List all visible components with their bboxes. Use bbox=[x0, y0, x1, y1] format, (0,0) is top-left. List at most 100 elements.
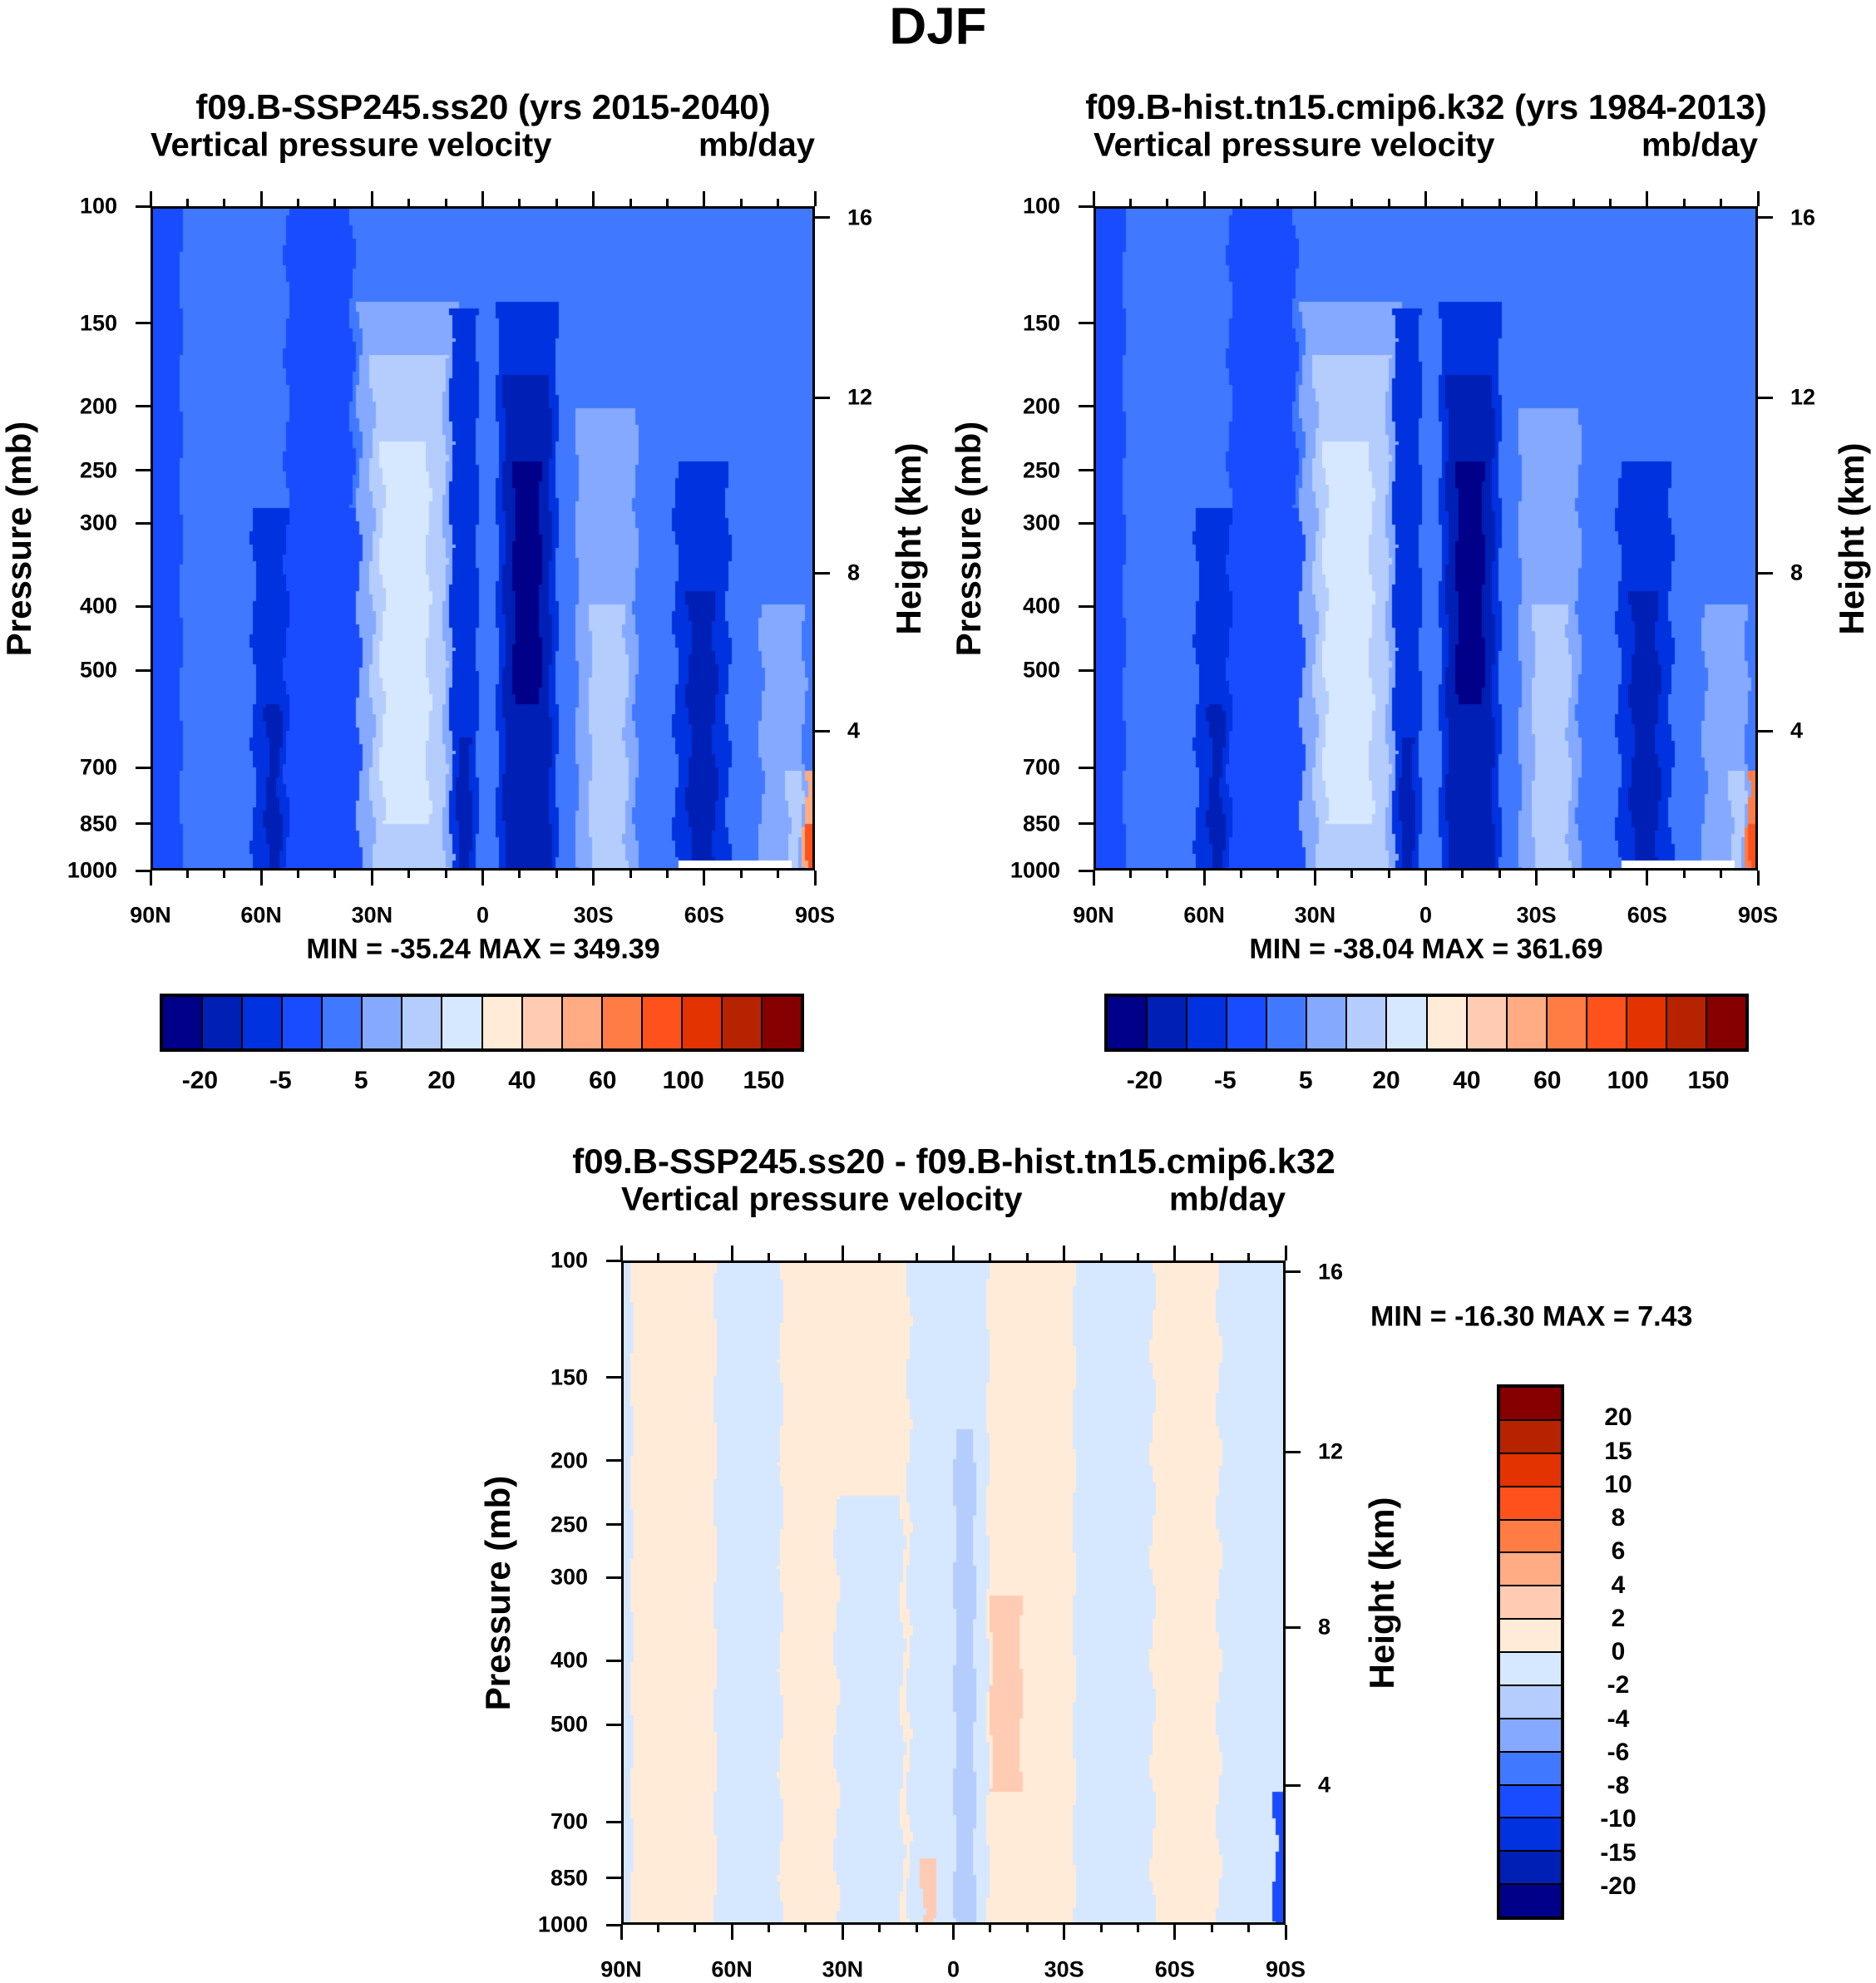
y2-tick bbox=[1758, 216, 1773, 220]
x-tick bbox=[555, 871, 558, 878]
y2-tick bbox=[1286, 1625, 1301, 1629]
colorbar-label: 40 bbox=[508, 1067, 536, 1094]
x-tick bbox=[813, 871, 817, 885]
x-tick-label: 90N bbox=[130, 902, 171, 928]
x-tick-label: 60N bbox=[240, 902, 282, 928]
colorbar-swatch bbox=[362, 996, 402, 1049]
y-tick-label: 700 bbox=[79, 754, 117, 780]
y2-tick-label: 12 bbox=[847, 384, 873, 410]
x-tick-top bbox=[813, 191, 817, 206]
colorbar-label: 8 bbox=[1611, 1504, 1626, 1532]
y-tick bbox=[1079, 322, 1094, 325]
x-tick bbox=[739, 871, 743, 878]
x-tick-top bbox=[656, 1253, 659, 1260]
colorbar-swatch bbox=[1499, 1685, 1562, 1719]
y-tick-label: 300 bbox=[550, 1564, 588, 1590]
colorbar-swatch bbox=[402, 996, 442, 1049]
x-tick bbox=[444, 871, 447, 878]
min-max-label: MIN = -38.04 MAX = 361.69 bbox=[1249, 933, 1603, 965]
y-tick bbox=[1079, 604, 1094, 608]
x-tick-top bbox=[665, 199, 669, 206]
x-tick-label: 90N bbox=[600, 1956, 642, 1982]
x-tick-top bbox=[555, 199, 558, 206]
y-tick bbox=[136, 322, 151, 325]
y-tick-label: 250 bbox=[79, 457, 117, 483]
x-tick bbox=[259, 871, 263, 885]
x-tick-top bbox=[620, 1246, 623, 1260]
y-tick-label: 150 bbox=[550, 1364, 588, 1390]
x-tick-top bbox=[149, 191, 152, 206]
y2-tick bbox=[1758, 571, 1773, 575]
y-tick-label: 850 bbox=[79, 811, 117, 836]
y-tick bbox=[606, 1820, 621, 1823]
colorbar-label: -2 bbox=[1607, 1671, 1630, 1699]
x-tick-top bbox=[952, 1246, 955, 1260]
contour-plot bbox=[1094, 206, 1758, 871]
x-tick bbox=[1284, 1925, 1287, 1940]
contour-plot bbox=[151, 206, 815, 871]
y-tick-label: 150 bbox=[79, 310, 117, 336]
y2-tick-label: 12 bbox=[1790, 384, 1816, 410]
y2-tick-label: 4 bbox=[847, 718, 861, 743]
x-tick-top bbox=[1128, 199, 1132, 206]
x-tick bbox=[223, 871, 226, 878]
y-tick-label: 1000 bbox=[537, 1911, 588, 1937]
y-tick bbox=[136, 469, 151, 472]
y-tick-label: 200 bbox=[1022, 393, 1060, 419]
colorbar-right bbox=[1104, 994, 1749, 1052]
x-tick-top bbox=[1099, 1253, 1103, 1260]
y-tick-label: 100 bbox=[550, 1247, 588, 1273]
y-tick-label: 500 bbox=[79, 657, 117, 683]
x-tick bbox=[1646, 871, 1649, 885]
colorbar-swatch bbox=[521, 996, 562, 1049]
x-tick-top bbox=[1646, 191, 1649, 206]
x-tick-top bbox=[333, 199, 337, 206]
colorbar-diff bbox=[1497, 1384, 1564, 1920]
x-tick bbox=[878, 1925, 881, 1932]
colorbar-label: 60 bbox=[589, 1067, 617, 1094]
x-tick bbox=[185, 871, 189, 878]
y2-axis-title: Height (km) bbox=[889, 442, 928, 635]
x-tick bbox=[1136, 1925, 1139, 1932]
x-tick-top bbox=[1572, 199, 1575, 206]
x-tick-top bbox=[1461, 199, 1464, 206]
y-tick bbox=[1079, 521, 1094, 525]
colorbar-swatch bbox=[1499, 1552, 1562, 1586]
colorbar-swatch bbox=[1499, 1884, 1562, 1917]
y-tick bbox=[136, 604, 151, 608]
colorbar-swatch bbox=[1666, 996, 1706, 1049]
colorbar-label: 0 bbox=[1611, 1638, 1626, 1665]
x-tick bbox=[1166, 871, 1169, 878]
x-tick-label: 30N bbox=[1294, 902, 1336, 928]
units-label: mb/day bbox=[1168, 1181, 1286, 1218]
x-tick bbox=[1173, 1925, 1177, 1940]
x-tick-top bbox=[915, 1253, 918, 1260]
colorbar-swatch bbox=[442, 996, 482, 1049]
colorbar-label: -15 bbox=[1600, 1838, 1637, 1867]
panel-title: f09.B-SSP245.ss20 (yrs 2015-2040) bbox=[195, 87, 771, 126]
x-tick-top bbox=[407, 199, 411, 206]
colorbar-swatch bbox=[1706, 996, 1746, 1049]
y-tick-label: 400 bbox=[79, 593, 117, 619]
colorbar-swatch bbox=[1499, 1619, 1562, 1652]
x-tick-label: 0 bbox=[476, 902, 490, 928]
colorbar-label: 100 bbox=[1607, 1067, 1649, 1094]
x-tick-label: 60S bbox=[1154, 1956, 1195, 1982]
y-tick bbox=[136, 521, 151, 525]
x-tick bbox=[1092, 871, 1095, 885]
x-tick-top bbox=[1202, 191, 1206, 206]
y-tick-label: 200 bbox=[550, 1448, 588, 1473]
colorbar-label: 6 bbox=[1611, 1537, 1626, 1566]
colorbar-swatch bbox=[1386, 996, 1427, 1049]
x-tick bbox=[665, 871, 669, 878]
x-tick bbox=[1387, 871, 1390, 878]
min-max-label: MIN = -35.24 MAX = 349.39 bbox=[306, 933, 660, 965]
y-tick bbox=[606, 1723, 621, 1726]
y-tick bbox=[136, 869, 151, 872]
colorbar-swatch bbox=[1466, 996, 1507, 1049]
colorbar-label: 150 bbox=[743, 1067, 785, 1094]
colorbar-swatch bbox=[322, 996, 363, 1049]
y2-tick bbox=[1758, 729, 1773, 733]
x-tick bbox=[1128, 871, 1132, 878]
x-tick bbox=[703, 871, 706, 885]
